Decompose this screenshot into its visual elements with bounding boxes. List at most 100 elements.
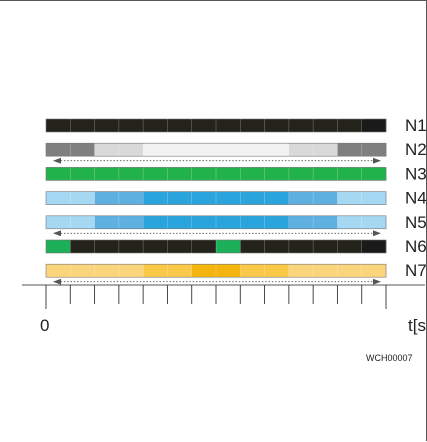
bar-segment [46,119,71,132]
bar-segment [191,167,217,181]
row-label: N2 [405,140,427,159]
bar-segment [337,119,363,132]
bar-segment [313,167,338,181]
bar-segment [313,191,338,205]
bar-segment [240,167,265,181]
bar-segment [264,240,290,253]
bar-segment [288,191,314,205]
signal-rows: N1 N2 N3 N4 N5 N6 N7 [45,116,427,285]
bar-segment [118,143,144,157]
bar-segment [191,240,217,253]
bar-segment [118,215,144,229]
bar-segment [143,240,168,253]
bar-segment [288,264,314,278]
bar-segment [240,143,265,157]
bar-outline [45,118,387,133]
bar-segment [361,143,387,157]
bar-segment [191,191,217,205]
bar-segment [70,215,95,229]
bar-segment [288,143,314,157]
bar-segment [288,119,314,132]
bar-segment [216,143,241,157]
bar-segment [313,143,338,157]
bar-segment [264,119,290,132]
bar-segment [70,264,95,278]
bar-segment [216,119,241,132]
bar-segment [337,191,363,205]
bar-segment [94,167,120,181]
signal-row-n4: N4 [45,189,427,208]
signal-row-n3: N3 [45,164,427,183]
signal-row-n7: N7 [45,261,427,285]
bar-segment [143,119,168,132]
row-label: N1 [405,116,427,135]
row-label: N3 [405,164,427,183]
bar-segment [337,167,363,181]
bar-outline [45,263,387,278]
bar-segment [216,167,241,181]
bar-segment [361,167,387,181]
bar-segment [94,264,120,278]
bar-segment [94,240,120,253]
bar-segment [216,215,241,229]
bar-segment [361,240,387,253]
bar-segment [337,215,363,229]
signal-row-n1: N1 [45,116,427,135]
bar-segment [118,167,144,181]
time-axis: 0 t[s [22,284,426,335]
bar-segment [240,240,265,253]
bar-segment [337,264,363,278]
bar-segment [94,191,120,205]
bar-segment [288,167,314,181]
bar-segment [216,240,241,253]
signal-row-n2: N2 [45,140,427,164]
bar-segment [313,240,338,253]
axis-end-label: t[s [408,316,426,335]
bar-segment [167,143,193,157]
bar-segment [143,191,168,205]
bar-segment [240,264,265,278]
bar-segment [361,215,387,229]
time-axis-ticks [45,285,387,309]
bar-segment [167,240,193,253]
bar-segment [264,167,290,181]
signal-row-n5: N5 [45,213,427,237]
bar-segment [143,215,168,229]
bar-segment [143,264,168,278]
bar-segment [94,215,120,229]
bar-outline [45,239,387,254]
bar-segment [94,143,120,157]
bar-segment [143,143,168,157]
bar-segment [288,240,314,253]
bar-segment [240,191,265,205]
bar-segment [264,264,290,278]
bar-segment [46,215,71,229]
bar-segment [240,119,265,132]
bar-segment [264,215,290,229]
reference-code: WCH00007 [366,353,413,363]
bar-segment [46,167,71,181]
bar-segment [46,264,71,278]
bar-segment [361,191,387,205]
bar-segment [313,264,338,278]
bar-segment [337,143,363,157]
bar-segment [191,264,217,278]
signal-row-n6: N6 [45,237,427,256]
bar-segment [46,143,71,157]
bar-segment [313,215,338,229]
bar-segment [191,119,217,132]
bar-outline [45,215,387,230]
bar-outline [45,142,387,157]
bar-segment [167,215,193,229]
bar-segment [118,119,144,132]
bar-segment [167,264,193,278]
bar-segment [167,167,193,181]
row-label: N4 [405,189,427,208]
axis-start-label: 0 [40,316,49,335]
bar-segment [264,191,290,205]
row-label: N5 [405,213,427,232]
bar-segment [191,215,217,229]
bar-segment [46,191,71,205]
bar-outline [45,167,387,181]
